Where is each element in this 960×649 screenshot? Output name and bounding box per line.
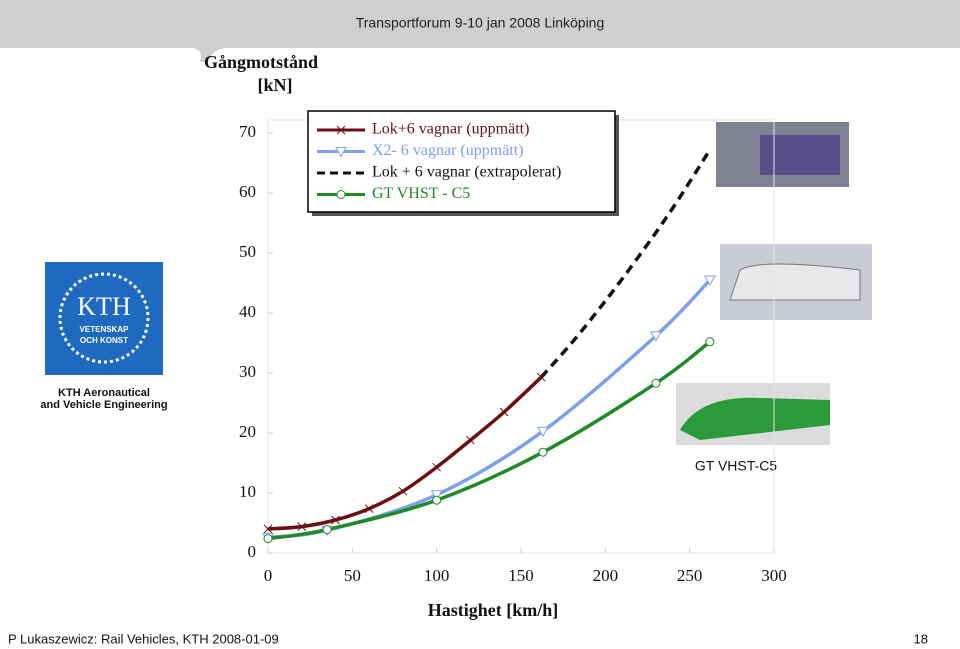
- legend-marker: [335, 147, 347, 158]
- marker: [536, 372, 546, 382]
- x-tick-label: 100: [424, 566, 450, 585]
- marker: [499, 407, 509, 417]
- y-axis-title: [kN]: [258, 75, 293, 95]
- logo-block: [45, 262, 163, 375]
- marker: [398, 486, 408, 496]
- legend-marker: [336, 125, 346, 135]
- series-line: [539, 148, 712, 379]
- marker: [466, 435, 475, 445]
- x-tick-label: 50: [344, 566, 361, 585]
- x-tick-label: 150: [508, 566, 534, 585]
- legend-label: Lok + 6 vagnar (extrapolerat): [372, 164, 561, 181]
- logo-motto: OCH KONST: [80, 336, 128, 345]
- x-tick-label: 250: [677, 566, 703, 585]
- x-tick-label: 0: [264, 566, 273, 585]
- y-tick-label: 40: [239, 302, 256, 321]
- marker: [705, 337, 715, 347]
- logo-caption: KTH Aeronautical: [58, 387, 150, 399]
- x-tick-label: 200: [593, 566, 619, 585]
- marker: [263, 534, 273, 544]
- y-tick-label: 70: [239, 122, 256, 141]
- photo-loco-body: [760, 135, 840, 175]
- logo-text: KTH: [77, 292, 131, 321]
- footer-text: P Lukaszewicz: Rail Vehicles, KTH 2008-0…: [8, 631, 279, 646]
- x-tick-label: 300: [761, 566, 787, 585]
- marker: [651, 378, 661, 388]
- marker: [322, 525, 332, 535]
- marker: [297, 522, 307, 531]
- marker: [331, 515, 340, 525]
- page-number: 18: [914, 631, 928, 646]
- y-tick-label: 50: [239, 242, 256, 261]
- logo-wreath: [58, 272, 150, 364]
- marker: [537, 426, 549, 438]
- marker: [430, 490, 443, 501]
- y-tick-label: 0: [248, 542, 257, 561]
- photo-caption: GT VHST-C5: [695, 458, 777, 474]
- marker: [432, 495, 442, 505]
- logo-caption: and Vehicle Engineering: [40, 399, 167, 411]
- header-bar: [0, 0, 960, 62]
- y-tick-label: 30: [239, 362, 256, 381]
- photo-gt-train: [680, 397, 830, 440]
- marker: [650, 331, 662, 342]
- legend-label: Lok+6 vagnar (uppmätt): [372, 121, 529, 138]
- y-tick-label: 20: [239, 422, 256, 441]
- marker: [538, 447, 548, 457]
- y-tick-label: 60: [239, 182, 256, 201]
- photo-x2-train: [729, 263, 861, 301]
- x-axis-title: Hastighet [km/h]: [428, 600, 559, 620]
- marker: [704, 275, 716, 287]
- marker: [432, 462, 442, 472]
- marker: [364, 504, 374, 513]
- y-tick-label: 10: [239, 482, 256, 501]
- logo-motto: VETENSKAP: [80, 325, 130, 334]
- legend-marker: [336, 190, 346, 199]
- y-axis-title: Gångmotstånd: [204, 52, 318, 72]
- marker: [263, 524, 273, 534]
- header-text: Transportforum 9-10 jan 2008 Linköping: [356, 15, 605, 31]
- legend-label: X2- 6 vagnar (uppmätt): [372, 142, 524, 159]
- legend-label: GT VHST - C5: [372, 185, 470, 202]
